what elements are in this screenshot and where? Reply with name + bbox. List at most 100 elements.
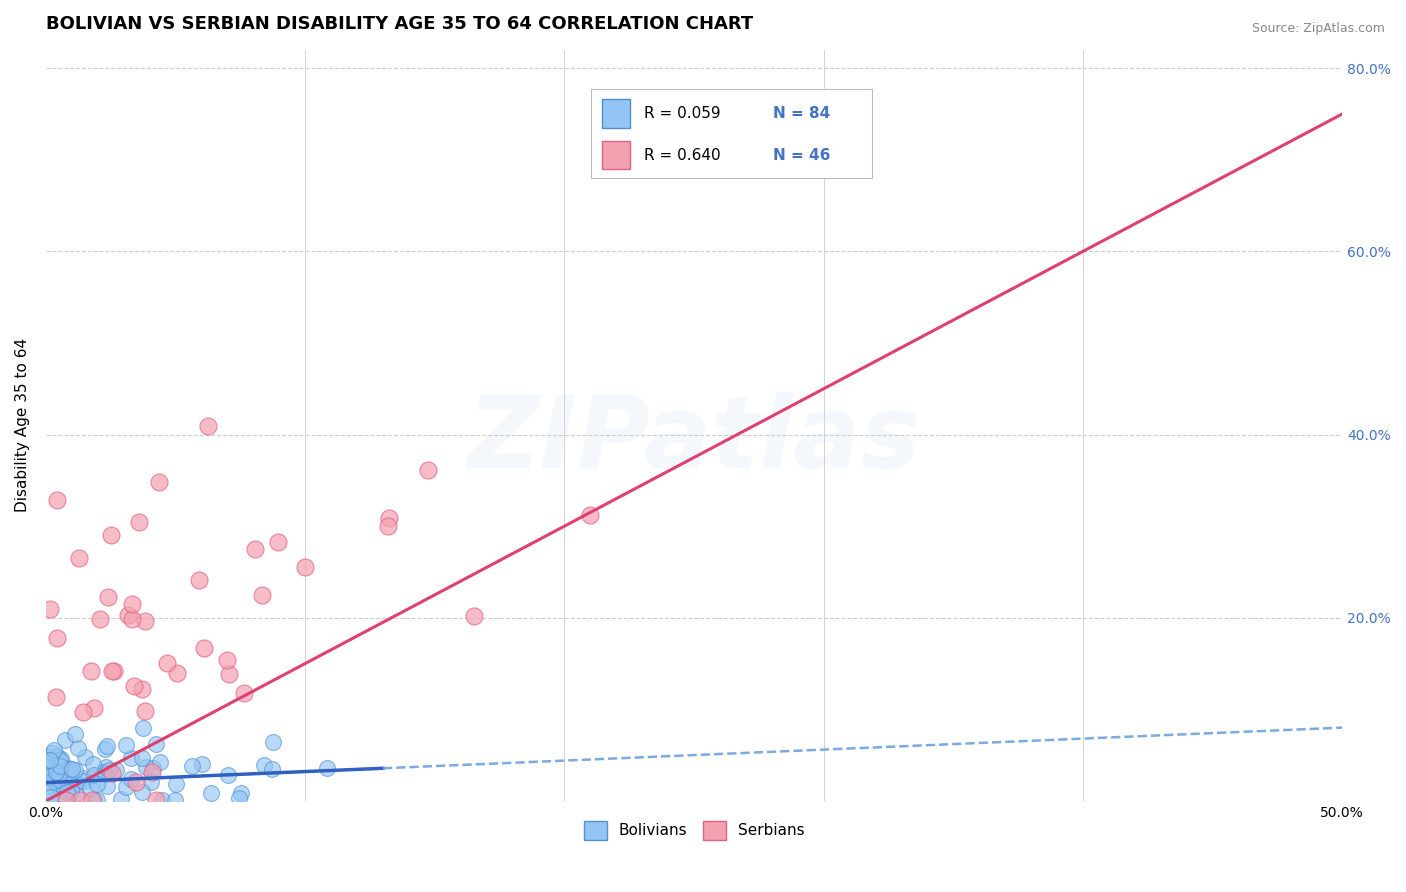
Text: Source: ZipAtlas.com: Source: ZipAtlas.com (1251, 22, 1385, 36)
Point (55, 793, 77, 807)
Point (134, 704, 156, 718)
Point (89, 611, 111, 625)
Point (193, 640, 215, 655)
Point (60, 783, 83, 797)
Point (94, 767, 117, 781)
Point (65, 776, 87, 790)
Point (156, 656, 179, 670)
Point (93, 764, 115, 779)
Point (41, 747, 63, 761)
Point (39, 789, 62, 804)
Point (79, 781, 101, 796)
Point (101, 665, 124, 679)
Point (58, 781, 80, 796)
Point (463, 609, 485, 624)
Point (44, 773, 66, 788)
Point (294, 560, 316, 574)
Point (166, 666, 188, 681)
Point (131, 681, 153, 696)
Point (58, 760, 80, 774)
Point (114, 738, 136, 752)
Text: N = 84: N = 84 (773, 106, 831, 120)
Y-axis label: Disability Age 35 to 64: Disability Age 35 to 64 (15, 338, 30, 512)
Point (39, 774, 62, 789)
Point (148, 475, 170, 489)
Point (218, 667, 240, 681)
Point (96, 779, 118, 793)
Point (39, 793, 62, 807)
Point (262, 735, 284, 749)
Point (48, 765, 70, 780)
Point (45, 690, 67, 704)
Point (315, 761, 337, 775)
Point (253, 758, 276, 772)
Point (131, 751, 153, 765)
Point (38, 784, 60, 798)
Point (141, 765, 163, 780)
Point (181, 759, 204, 773)
Point (128, 515, 150, 529)
Point (117, 607, 139, 622)
Point (46, 768, 69, 782)
Point (63, 763, 86, 777)
Text: ZIPatlas: ZIPatlas (468, 392, 921, 489)
Point (56, 785, 79, 799)
Point (69, 793, 91, 807)
Point (48, 768, 70, 782)
Point (72, 774, 94, 789)
Point (135, 760, 157, 774)
Point (63, 727, 86, 741)
Point (75, 750, 97, 764)
Point (38, 749, 60, 764)
Point (232, 686, 254, 700)
Point (45, 765, 67, 780)
Text: BOLIVIAN VS SERBIAN DISABILITY AGE 35 TO 64 CORRELATION CHART: BOLIVIAN VS SERBIAN DISABILITY AGE 35 TO… (46, 15, 754, 33)
Point (267, 535, 290, 549)
Point (101, 766, 124, 780)
Point (228, 790, 250, 805)
Point (45, 492, 67, 507)
Point (42, 743, 65, 757)
Point (142, 761, 165, 775)
Point (131, 721, 153, 735)
Point (38, 761, 60, 775)
Point (51, 752, 73, 766)
Point (45, 777, 67, 791)
Point (86, 793, 108, 807)
Point (121, 597, 143, 611)
Point (163, 793, 186, 807)
Point (377, 511, 399, 525)
Point (83, 700, 105, 714)
Point (46, 748, 69, 763)
Point (149, 755, 172, 769)
Point (60, 762, 83, 776)
Point (94, 741, 117, 756)
Point (49, 777, 72, 791)
Point (38, 768, 60, 782)
Text: R = 0.059: R = 0.059 (644, 106, 720, 120)
Bar (602, 99, 630, 128)
Point (38, 601, 60, 615)
Point (39, 753, 62, 767)
Point (83, 793, 105, 807)
Point (250, 588, 273, 602)
Point (217, 653, 239, 667)
Point (190, 757, 212, 772)
Point (134, 615, 156, 629)
Point (83, 768, 105, 782)
Bar (602, 141, 630, 169)
Point (58, 767, 80, 781)
Point (217, 768, 239, 782)
Point (243, 542, 266, 557)
Point (97, 590, 120, 604)
Point (145, 737, 167, 751)
Point (105, 763, 128, 777)
Point (41, 772, 63, 786)
Point (165, 777, 187, 791)
Point (110, 792, 132, 806)
Point (187, 574, 209, 588)
Point (72, 706, 94, 720)
Point (377, 519, 399, 533)
Point (579, 508, 602, 522)
Point (122, 680, 145, 694)
